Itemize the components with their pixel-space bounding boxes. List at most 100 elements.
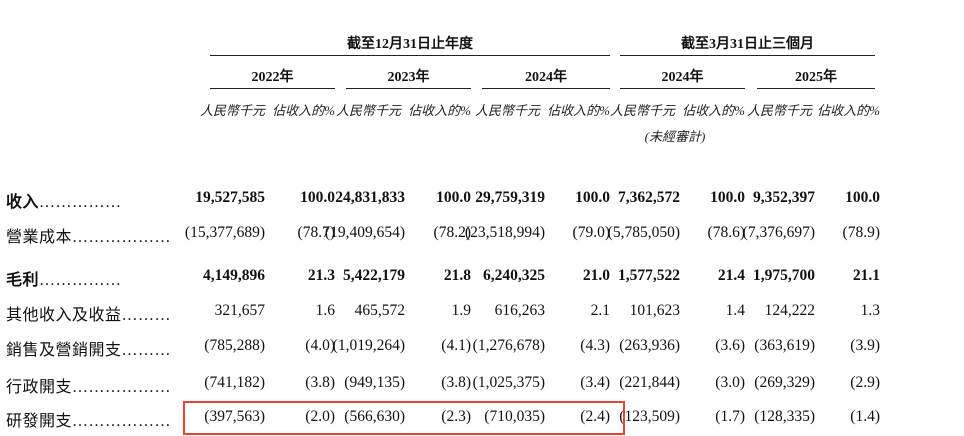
cell-percent: 100.0 (845, 189, 880, 206)
row-leader-dots: ……… (121, 307, 172, 324)
cell-amount: 101,623 (629, 302, 680, 319)
cell-percent: 100.0 (436, 189, 471, 206)
year-rule-2022 (210, 88, 335, 89)
cell-percent: 21.0 (582, 267, 610, 284)
row-label: 營業成本……………… (6, 223, 171, 247)
cell-amount: 24,831,833 (335, 189, 405, 206)
highlight-box (183, 401, 625, 435)
row-leader-dots: ……………… (72, 413, 172, 430)
cell-amount: 7,362,572 (618, 189, 680, 206)
cell-percent: 100.0 (300, 189, 335, 206)
cell-percent: (1.4) (850, 408, 880, 425)
cell-amount: (1,025,375) (472, 374, 545, 391)
cell-amount: (949,135) (344, 374, 405, 391)
cell-percent: (3.9) (850, 337, 880, 354)
header-quarter-group-rule (620, 55, 875, 56)
row-leader-dots: ……………… (72, 379, 172, 396)
cell-percent: 21.4 (717, 267, 745, 284)
cell-amount: 19,527,585 (195, 189, 265, 206)
row-label-text: 行政開支 (6, 379, 73, 396)
unaudited-note: (未經審計) (644, 129, 706, 144)
table-row: 營業成本……………… (15,377,689) (78.7) (19,409,654)… (0, 217, 964, 251)
header-year-group-rule (210, 55, 610, 56)
cell-percent: (3.8) (305, 374, 335, 391)
cell-amount: 4,149,896 (203, 267, 265, 284)
cell-amount: 321,657 (214, 302, 265, 319)
cell-percent: (2.9) (850, 374, 880, 391)
cell-amount: (123,509) (619, 408, 680, 425)
cell-percent: (4.3) (580, 337, 610, 354)
cell-percent: (78.7) (297, 224, 335, 241)
cell-amount: (363,619) (754, 337, 815, 354)
cell-amount: 1,577,522 (618, 267, 680, 284)
row-leader-dots: ……………… (72, 229, 172, 246)
table-row: 行政開支……………… (741,182) (3.8) (949,135) (3.8) (1… (0, 367, 964, 401)
cell-percent: 1.3 (860, 302, 880, 319)
subheader-amount-2022: 人民幣千元 (199, 103, 265, 118)
subheader-amount-2024-q: 人民幣千元 (609, 103, 675, 118)
table-row: 其他收入及收益……… 321,657 1.6 465,572 1.9 616,263 2.1… (0, 295, 964, 329)
cell-amount: (785,288) (204, 337, 265, 354)
cell-amount: (566,630) (344, 408, 405, 425)
row-label: 毛利…………… (6, 266, 122, 290)
cell-amount: (15,377,689) (184, 224, 265, 241)
cell-amount: (23,518,994) (464, 224, 545, 241)
cell-amount: (221,844) (619, 374, 680, 391)
header-year-group: 截至12月31日止年度 (347, 37, 473, 52)
year-header-2022: 2022年 (251, 70, 294, 85)
cell-percent: 2.1 (590, 302, 610, 319)
cell-amount: 124,222 (764, 302, 815, 319)
cell-percent: (78.9) (842, 224, 880, 241)
year-header-2025-q: 2025年 (795, 70, 837, 85)
table-row: 毛利…………… 4,149,896 21.3 5,422,179 21.8 6,240,3… (0, 260, 964, 294)
cell-percent: (2.0) (305, 408, 335, 425)
row-label: 行政開支……………… (6, 373, 171, 397)
cell-percent: 21.1 (852, 267, 880, 284)
row-leader-dots: …………… (39, 194, 122, 211)
row-leader-dots: …………… (39, 272, 122, 289)
cell-amount: 5,422,179 (343, 267, 405, 284)
cell-amount: (1,276,678) (472, 337, 545, 354)
subheader-amount-2025-q: 人民幣千元 (746, 103, 812, 118)
cell-amount: (19,409,654) (324, 224, 405, 241)
cell-percent: (3.4) (580, 374, 610, 391)
year-rule-2025-q (757, 88, 875, 89)
subheader-pct-2024: 佔收入的% (547, 103, 610, 118)
cell-amount: (397,563) (204, 408, 265, 425)
cell-amount: 6,240,325 (483, 267, 545, 284)
table-row: 收入…………… 19,527,585 100.0 24,831,833 100.0 29,… (0, 182, 964, 216)
cell-amount: (741,182) (204, 374, 265, 391)
row-label-text: 營業成本 (6, 229, 73, 246)
subheader-pct-2025-q: 佔收入的% (817, 103, 880, 118)
row-label-text: 銷售及營銷開支 (6, 342, 122, 359)
cell-percent: 100.0 (710, 189, 745, 206)
cell-percent: (3.0) (715, 374, 745, 391)
year-rule-2024-q (620, 88, 745, 89)
year-header-2024: 2024年 (525, 70, 567, 85)
cell-amount: (269,329) (754, 374, 815, 391)
cell-percent: 100.0 (575, 189, 610, 206)
table-row: 研發開支……………… (397,563) (2.0) (566,630) (2.3) (7… (0, 401, 964, 435)
row-label-text: 毛利 (6, 272, 40, 289)
cell-percent: (4.1) (441, 337, 471, 354)
year-rule-2023 (346, 88, 471, 89)
cell-amount: (7,376,697) (742, 224, 815, 241)
table-row: 銷售及營銷開支……… (785,288) (4.0) (1,019,264) (4.1)… (0, 330, 964, 364)
row-label-text: 其他收入及收益 (6, 307, 122, 324)
cell-amount: (263,936) (619, 337, 680, 354)
row-label: 其他收入及收益……… (6, 301, 171, 325)
year-header-2024-q: 2024年 (661, 70, 704, 85)
cell-percent: (2.4) (580, 408, 610, 425)
cell-amount: 616,263 (494, 302, 545, 319)
subheader-pct-2022: 佔收入的% (272, 103, 335, 118)
cell-amount: (5,785,050) (607, 224, 680, 241)
cell-amount: (710,035) (484, 408, 545, 425)
cell-amount: 1,975,700 (753, 267, 815, 284)
cell-amount: (1,019,264) (332, 337, 405, 354)
subheader-amount-2024: 人民幣千元 (474, 103, 540, 118)
cell-percent: 21.8 (443, 267, 471, 284)
cell-percent: 1.9 (451, 302, 471, 319)
cell-percent: 1.6 (315, 302, 335, 319)
subheader-pct-2023: 佔收入的% (408, 103, 471, 118)
subheader-amount-2023: 人民幣千元 (335, 103, 401, 118)
